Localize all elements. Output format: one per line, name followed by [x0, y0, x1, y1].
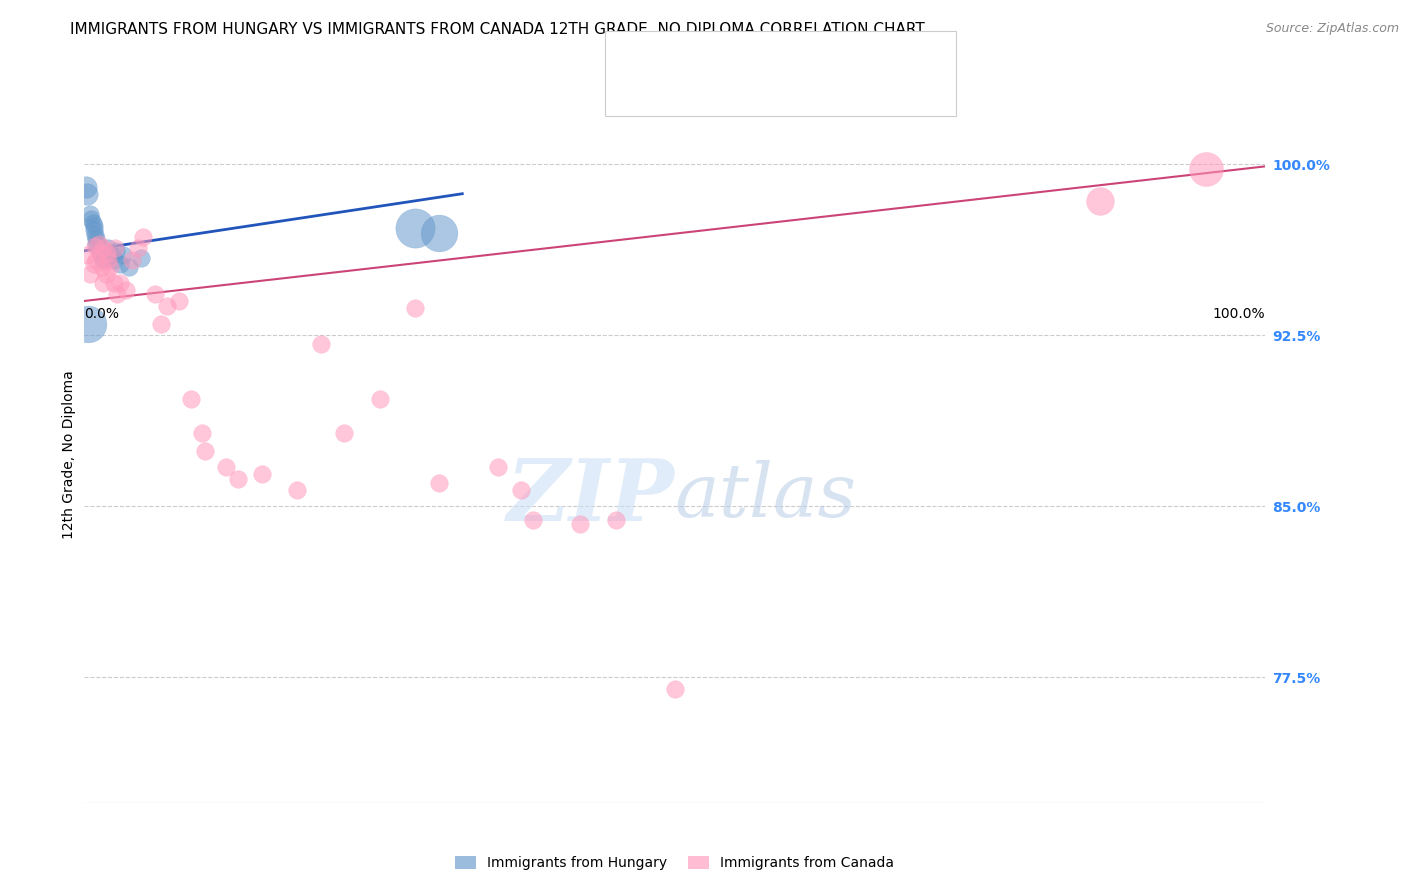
Point: [108, 276, 131, 290]
Point: [89, 244, 111, 258]
Point: [1088, 194, 1111, 208]
Point: [167, 293, 190, 308]
Point: [118, 260, 141, 274]
Point: [87, 236, 110, 251]
Point: [127, 242, 149, 256]
Text: 28: 28: [855, 49, 876, 64]
Point: [194, 444, 217, 458]
Point: [427, 476, 450, 491]
Point: [76, 186, 98, 201]
Point: [333, 426, 356, 441]
Text: 0.162: 0.162: [716, 81, 763, 96]
Point: [191, 426, 214, 441]
Point: [143, 287, 166, 301]
Text: N =: N =: [803, 49, 837, 64]
Point: [91, 252, 114, 267]
Text: N =: N =: [803, 81, 837, 96]
Point: [91, 248, 114, 262]
Point: [83, 257, 105, 271]
Point: [87, 239, 110, 253]
Point: [180, 392, 202, 406]
Point: [107, 287, 129, 301]
FancyBboxPatch shape: [626, 44, 658, 70]
FancyBboxPatch shape: [626, 77, 658, 102]
Point: [121, 252, 143, 267]
Point: [80, 211, 103, 226]
Point: [84, 252, 107, 267]
Point: [91, 260, 114, 274]
Point: [100, 248, 122, 262]
Point: [404, 301, 426, 315]
Point: [510, 483, 533, 498]
Point: [91, 276, 114, 290]
Point: [83, 223, 105, 237]
Text: R =: R =: [664, 49, 697, 64]
Point: [84, 232, 107, 246]
Legend: Immigrants from Hungary, Immigrants from Canada: Immigrants from Hungary, Immigrants from…: [450, 851, 900, 876]
Point: [79, 207, 101, 221]
Point: [94, 267, 117, 281]
Point: [84, 236, 107, 251]
Point: [1195, 161, 1218, 176]
Point: [486, 460, 509, 475]
Point: [112, 248, 135, 262]
Text: 46: 46: [855, 81, 876, 96]
Point: [664, 681, 686, 696]
Point: [427, 226, 450, 240]
Point: [156, 298, 179, 312]
Point: [108, 257, 131, 271]
Point: [77, 317, 100, 331]
Point: [103, 276, 125, 290]
Point: [79, 267, 101, 281]
Point: [522, 513, 544, 527]
Point: [103, 252, 125, 267]
Point: [104, 242, 127, 256]
Text: IMMIGRANTS FROM HUNGARY VS IMMIGRANTS FROM CANADA 12TH GRADE, NO DIPLOMA CORRELA: IMMIGRANTS FROM HUNGARY VS IMMIGRANTS FR…: [70, 22, 925, 37]
Point: [84, 227, 107, 242]
Point: [97, 252, 120, 267]
Point: [226, 472, 249, 486]
Text: 0.0%: 0.0%: [84, 308, 120, 321]
Point: [83, 219, 105, 233]
Text: 0.424: 0.424: [716, 49, 763, 64]
Point: [605, 513, 627, 527]
Point: [91, 242, 114, 256]
Point: [215, 460, 238, 475]
Point: [105, 244, 128, 258]
Point: [96, 251, 118, 265]
Point: [285, 483, 308, 498]
Point: [82, 216, 104, 230]
Point: [98, 260, 121, 274]
Point: [84, 239, 107, 253]
Point: [76, 248, 98, 262]
Point: [75, 180, 97, 194]
Text: atlas: atlas: [675, 460, 858, 533]
Point: [132, 230, 155, 244]
Point: [309, 337, 332, 351]
Point: [404, 221, 426, 235]
Point: [89, 246, 111, 260]
Text: 100.0%: 100.0%: [1213, 308, 1265, 321]
Point: [368, 392, 391, 406]
Point: [94, 246, 117, 260]
Point: [150, 317, 173, 331]
Point: [96, 246, 118, 260]
Text: Source: ZipAtlas.com: Source: ZipAtlas.com: [1265, 22, 1399, 36]
Point: [114, 283, 136, 297]
Point: [569, 517, 592, 532]
Point: [250, 467, 273, 482]
Point: [97, 242, 120, 256]
Y-axis label: 12th Grade, No Diploma: 12th Grade, No Diploma: [62, 370, 76, 540]
Point: [98, 246, 121, 260]
Text: ZIP: ZIP: [508, 455, 675, 539]
Point: [129, 251, 152, 265]
Text: R =: R =: [664, 81, 702, 96]
